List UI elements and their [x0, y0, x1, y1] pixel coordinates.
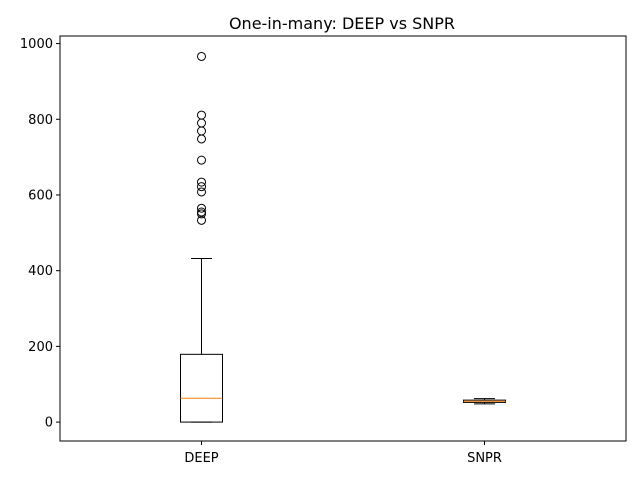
outlier-point: [197, 177, 206, 187]
y-tick-label: 800: [28, 113, 53, 128]
y-tick-label: 0: [45, 416, 53, 431]
y-tick-label: 200: [28, 340, 53, 355]
outlier-point: [197, 118, 206, 128]
box-group-snpr: [463, 398, 506, 405]
x-tick-label: DEEP: [184, 451, 218, 466]
y-tick-label: 1000: [20, 37, 53, 52]
outlier-point: [197, 203, 206, 213]
outlier-point: [197, 207, 206, 217]
outlier-point: [197, 187, 206, 197]
x-tick-label: SNPR: [467, 451, 502, 466]
outlier-point: [197, 182, 206, 192]
plot-area: 0 200 400 600 800 1000 DEEP SNPR: [20, 37, 506, 466]
iqr-box: [180, 353, 223, 423]
y-tick-label: 600: [28, 188, 53, 203]
chart-title: One-in-many: DEEP vs SNPR: [229, 14, 455, 33]
outlier-point: [197, 155, 206, 165]
box-group-deep: [180, 51, 223, 423]
plot-frame: [59, 35, 627, 442]
outlier-point: [197, 110, 206, 120]
outlier-point: [197, 134, 206, 144]
outlier-point: [197, 126, 206, 136]
y-tick-label: 400: [28, 264, 53, 279]
outlier-point: [197, 51, 206, 61]
